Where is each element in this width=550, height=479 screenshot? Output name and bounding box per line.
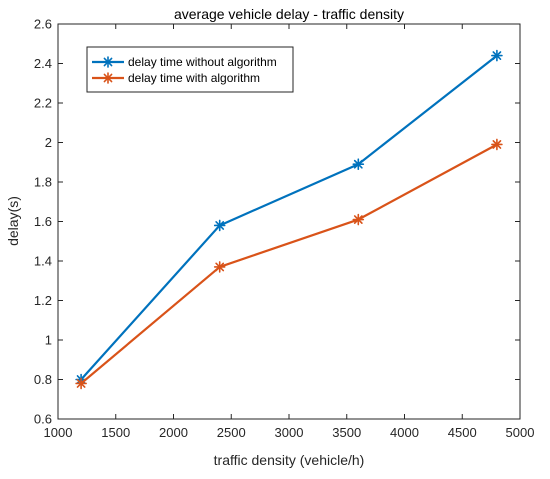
legend: delay time without algorithm delay time w… <box>86 46 294 93</box>
x-axis-ticks: 1000 1500 2000 2500 3000 3500 4000 4500 5000 <box>44 24 535 440</box>
y-tick-label: 1.6 <box>34 214 52 229</box>
y-axis-ticks: 0.6 0.8 1 1.2 1.4 1.6 1.8 2 2.2 2.4 2.6 <box>34 17 520 427</box>
y-tick-label: 1.8 <box>34 175 52 190</box>
series-line-2 <box>80 143 498 385</box>
y-tick-label: 1 <box>45 333 52 348</box>
legend-marker-2 <box>102 72 114 84</box>
y-tick-label: 1.2 <box>34 293 52 308</box>
series-line-1 <box>80 54 498 381</box>
x-tick-label: 4500 <box>448 425 477 440</box>
x-tick-label: 5000 <box>506 425 535 440</box>
y-axis-label: delay(s) <box>5 196 21 246</box>
y-tick-label: 0.6 <box>34 412 52 427</box>
data-point-series-1 <box>491 49 503 62</box>
data-point-series-1 <box>352 158 365 171</box>
legend-label-1: delay time without algorithm <box>128 55 277 69</box>
y-tick-label: 2.6 <box>34 17 52 32</box>
x-tick-label: 3000 <box>275 425 304 440</box>
data-point-series-2 <box>213 261 226 273</box>
chart-title: average vehicle delay - traffic density <box>174 6 404 22</box>
x-tick-label: 4000 <box>390 425 419 440</box>
data-point-series-1 <box>213 219 226 232</box>
legend-box <box>86 46 294 93</box>
y-tick-label: 1.4 <box>34 254 52 269</box>
x-tick-label: 1000 <box>44 425 73 440</box>
legend-marker-1 <box>102 56 114 68</box>
data-point-series-2 <box>75 377 87 390</box>
y-tick-label: 0.8 <box>34 372 52 387</box>
data-point-series-2 <box>352 213 365 226</box>
x-tick-label: 1500 <box>101 425 130 440</box>
x-tick-label: 2000 <box>159 425 188 440</box>
y-tick-label: 2.4 <box>34 56 52 71</box>
y-tick-label: 2 <box>45 135 52 150</box>
x-axis-label: traffic density (vehicle/h) <box>214 452 365 468</box>
y-tick-label: 2.2 <box>34 96 52 111</box>
legend-label-2: delay time with algorithm <box>128 71 260 85</box>
data-point-series-2 <box>491 138 503 151</box>
x-tick-label: 3500 <box>332 425 361 440</box>
x-tick-label: 2500 <box>217 425 246 440</box>
series-layer <box>75 49 503 390</box>
